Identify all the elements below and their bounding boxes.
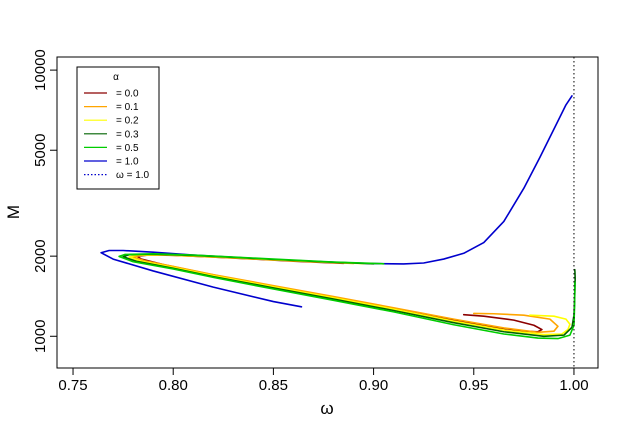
series-layer: [100, 95, 576, 340]
legend-label: = 0.5: [116, 143, 139, 154]
x-tick-label: 0.80: [159, 377, 188, 394]
x-axis-title: ω: [320, 399, 333, 418]
x-tick-label: 0.90: [359, 377, 388, 394]
legend-label: = 0.3: [116, 129, 139, 140]
x-tick-label: 0.95: [459, 377, 488, 394]
x-tick-label: 1.00: [559, 377, 588, 394]
y-axis-title: M: [4, 205, 23, 219]
legend-title: α: [113, 72, 119, 83]
x-tick-label: 0.75: [58, 377, 87, 394]
y-tick-label: 1000: [32, 320, 49, 353]
series-line: [118, 253, 576, 340]
y-axis: 1000 2000 5000 10000: [32, 49, 58, 353]
legend-entries: = 0.0 = 0.1 = 0.2 = 0.3 = 0.5 = 1.0 ω = 1.0: [84, 89, 150, 181]
x-tick-label: 0.85: [259, 377, 288, 394]
legend-label: ω = 1.0: [116, 170, 150, 181]
legend-label: = 0.1: [116, 102, 139, 113]
legend-label: = 0.2: [116, 116, 139, 127]
legend-box: [76, 66, 160, 190]
y-tick-label: 10000: [32, 49, 49, 91]
y-tick-label: 2000: [32, 239, 49, 272]
legend-label: = 0.0: [116, 89, 139, 100]
x-axis: 0.75 0.80 0.85 0.90 0.95 1.00: [58, 367, 589, 394]
legend-label: = 1.0: [116, 157, 139, 168]
legend: α = 0.0 = 0.1 = 0.2 = 0.3 = 0.5 = 1.0 ω = 1.0: [76, 66, 160, 190]
y-tick-label: 5000: [32, 134, 49, 167]
